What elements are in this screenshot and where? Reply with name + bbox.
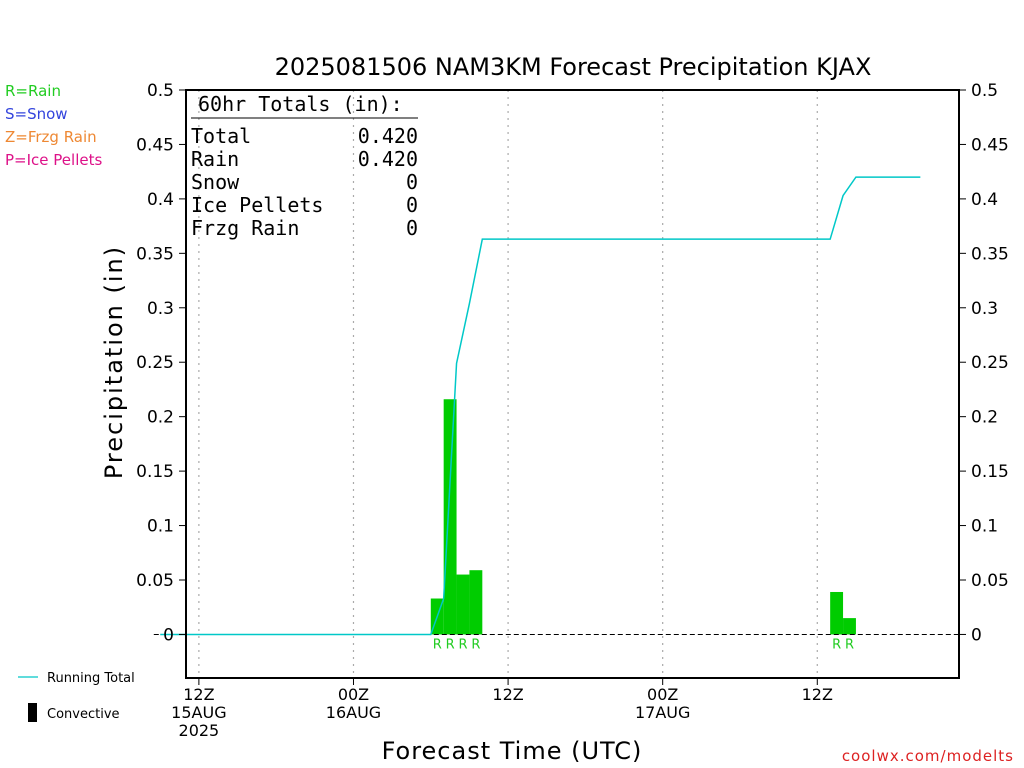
totals-row-value: 0 (406, 170, 418, 194)
grid-lines (198, 90, 818, 678)
y-axis-label: Precipitation (in) (100, 245, 128, 479)
totals-row-value: 0.420 (358, 147, 418, 171)
totals-box: 60hr Totals (in): Total 0.420 Rain 0.420 Sno… (191, 92, 418, 240)
y-tick-label: 0.45 (136, 135, 174, 155)
running-total-line (160, 176, 921, 636)
plot-frame (185, 89, 960, 679)
precip-type-letter: R (471, 637, 480, 652)
series-legend-label: Running Total (47, 671, 135, 686)
precip-type-legend-item: S=Snow (5, 105, 68, 123)
totals-row-label: Ice Pellets (191, 193, 323, 217)
precip-bar (456, 574, 470, 635)
y-tick-label: 0.25 (136, 353, 174, 373)
y-tick-label: 0.3 (971, 299, 998, 319)
y-tick-label: 0.4 (147, 190, 174, 210)
y-tick-label: 0.4 (971, 190, 998, 210)
y-tick-label: 0.1 (147, 517, 174, 537)
y-tick-label: 0.35 (971, 244, 1009, 264)
y-tick-label: 0 (971, 625, 982, 645)
x-tick-label: 00Z (338, 685, 369, 704)
totals-row-label: Rain (191, 147, 239, 171)
precip-bar (830, 591, 844, 635)
y-axis-right: 0 0.05 0.1 0.15 0.2 0.25 0.3 0.35 0.4 0.45 0.5 (959, 81, 1009, 645)
y-tick-label: 0.15 (136, 462, 174, 482)
x-tick-label: 12Z (492, 685, 523, 704)
totals-row-label: Total (191, 124, 251, 148)
y-tick-label: 0.3 (147, 299, 174, 319)
y-tick-label: 0.35 (136, 244, 174, 264)
x-tick-label: 2025 (179, 721, 220, 740)
y-tick-label: 0.15 (971, 462, 1009, 482)
x-tick-label: 15AUG (171, 703, 226, 722)
precip-type-legend-item: Z=Frzg Rain (5, 128, 97, 146)
x-tick-label: 12Z (802, 685, 833, 704)
series-legend-label: Convective (47, 707, 120, 722)
y-tick-label: 0.45 (971, 135, 1009, 155)
totals-row-value: 0 (406, 193, 418, 217)
y-tick-label: 0 (163, 625, 174, 645)
precip-type-letter: R (832, 637, 841, 652)
x-axis-label: Forecast Time (UTC) (382, 737, 643, 765)
precip-bar (443, 399, 457, 635)
chart-title: 2025081506 NAM3KM Forecast Precipitation… (275, 53, 872, 81)
precip-bar (843, 618, 856, 635)
y-axis-left: 0 0.05 0.1 0.15 0.2 0.25 0.3 0.35 0.4 0.45 0.5 (136, 81, 186, 645)
y-tick-label: 0.5 (147, 81, 174, 101)
x-tick-label: 00Z (647, 685, 678, 704)
x-tick-label: 12Z (183, 685, 214, 704)
precip-type-legend: R=Rain S=Snow Z=Frzg Rain P=Ice Pellets (5, 82, 102, 169)
y-tick-label: 0.05 (136, 571, 174, 591)
precip-type-legend-item: R=Rain (5, 82, 61, 100)
totals-row-label: Frzg Rain (191, 216, 299, 240)
y-tick-label: 0.05 (971, 571, 1009, 591)
precip-type-letter: R (433, 637, 442, 652)
precip-type-legend-item: P=Ice Pellets (5, 151, 102, 169)
x-tick-label: 16AUG (326, 703, 381, 722)
totals-row-label: Snow (191, 170, 240, 194)
convective-legend-swatch (28, 703, 37, 722)
y-tick-label: 0.1 (971, 517, 998, 537)
precip-type-letter: R (845, 637, 854, 652)
series-legend: Running Total Convective (18, 671, 135, 722)
x-tick-label: 17AUG (635, 703, 690, 722)
precip-bars (430, 399, 856, 635)
totals-row-value: 0 (406, 216, 418, 240)
totals-heading: 60hr Totals (in): (198, 92, 403, 116)
precip-type-letter: R (446, 637, 455, 652)
precip-type-letter: R (458, 637, 467, 652)
y-tick-label: 0.2 (971, 408, 998, 428)
y-tick-label: 0.2 (147, 408, 174, 428)
y-tick-label: 0.5 (971, 81, 998, 101)
credit-text: coolwx.com/modelts (842, 747, 1014, 765)
totals-row-value: 0.420 (358, 124, 418, 148)
precip-bar (469, 570, 483, 635)
y-tick-label: 0.25 (971, 353, 1009, 373)
